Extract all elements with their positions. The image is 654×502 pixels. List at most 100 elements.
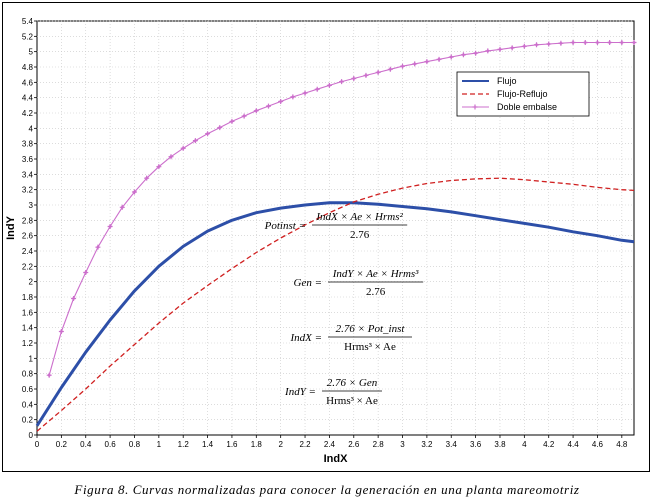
y-tick-label: 0 — [29, 431, 34, 440]
series-marker-dot — [608, 41, 612, 44]
x-tick-label: 2.6 — [348, 440, 360, 449]
x-tick-label: 3.2 — [421, 440, 433, 449]
figure-frame: 0 0.2 0.4 0.6 0.8 1 1.2 1.4 1.6 1.8 2 2.2 2.4 2.6 2.8 3… — [2, 2, 650, 472]
y-tick-label: 5.2 — [22, 32, 34, 41]
series-marker-dot — [47, 373, 51, 377]
y-tick-label: 3.8 — [22, 140, 34, 149]
figure-caption: Figura 8. Curvas normalizadas para conoc… — [74, 482, 580, 497]
series-marker-dot — [425, 60, 429, 64]
series-marker-dot — [242, 114, 246, 118]
series-marker-dot — [388, 67, 392, 71]
series-marker-dot — [59, 330, 63, 333]
x-axis-label: IndX — [324, 453, 348, 465]
series-marker-dot — [303, 91, 307, 95]
series-marker-dot — [340, 80, 343, 83]
series-marker-dot — [181, 146, 185, 150]
series-marker-dot — [413, 62, 417, 66]
series-marker-dot — [596, 41, 599, 44]
series-marker-dot — [108, 225, 112, 228]
series-marker-dot — [486, 49, 490, 53]
series-marker-dot — [218, 126, 222, 129]
formula-lhs: IndX = — [289, 332, 322, 344]
x-tick-label: 0 — [35, 440, 40, 449]
series-marker-dot — [72, 297, 75, 300]
y-tick-label: 1.8 — [22, 293, 34, 302]
formula-lhs: Potinst = — [264, 220, 306, 232]
y-tick-label: 3.2 — [22, 186, 34, 195]
series-marker-dot — [401, 64, 404, 68]
y-tick-label: 4.2 — [22, 109, 34, 118]
x-tick-label: 1.4 — [202, 440, 214, 449]
formula-numerator: IndY × Ae × Hrms³ — [332, 268, 419, 280]
series-marker-dot — [559, 41, 563, 45]
x-tick-label: 4.2 — [543, 440, 555, 449]
series-marker-dot — [364, 74, 368, 77]
series-marker-dot — [315, 87, 319, 91]
series-marker-dot — [547, 42, 551, 46]
y-tick-label: 5 — [29, 48, 34, 57]
x-tick-label: 4.4 — [568, 440, 580, 449]
chart: 0 0.2 0.4 0.6 0.8 1 1.2 1.4 1.6 1.8 2 2.2 2.4 2.6 2.8 3… — [5, 17, 637, 465]
x-tick-label: 3.4 — [446, 440, 458, 449]
x-tick-label: 1.2 — [178, 440, 190, 449]
formula-numerator: 2.76 × Pot_inst — [336, 323, 406, 335]
formula-1: Potinst = IndX × Ae × Hrms² 2.76 — [264, 211, 408, 241]
series-marker-dot — [498, 47, 502, 51]
y-tick-label: 3 — [29, 201, 34, 210]
series-marker-dot — [96, 245, 100, 249]
series-line-1 — [35, 201, 635, 427]
series-marker-dot — [145, 176, 149, 180]
series-marker-dot — [120, 205, 124, 209]
x-tick-label: 2.8 — [373, 440, 385, 449]
formula-denominator: 2.76 — [366, 286, 386, 298]
y-tick-label: 4 — [29, 124, 34, 133]
x-tick-label: 3 — [400, 440, 405, 449]
x-tick-label: 0.6 — [105, 440, 117, 449]
y-axis-label: IndY — [5, 215, 17, 239]
x-tick-label: 4.8 — [616, 440, 628, 449]
series-marker-dot — [376, 70, 380, 74]
series-marker-dot — [449, 55, 453, 59]
series-marker-dot — [620, 41, 624, 44]
series-marker-dot — [535, 43, 538, 47]
series-marker-dot — [632, 41, 636, 44]
formula-denominator: Hrms³ × Ae — [326, 395, 378, 407]
x-tick-label: 2.2 — [299, 440, 311, 449]
formula-2: Gen = IndY × Ae × Hrms³ 2.76 — [294, 268, 424, 298]
series-marker-dot — [133, 190, 136, 194]
legend-label-3: Doble embalse — [497, 102, 557, 112]
y-tick-label: 2.2 — [22, 262, 34, 271]
formula-denominator: Hrms³ × Ae — [344, 341, 396, 353]
x-tick-label: 2.4 — [324, 440, 336, 449]
y-tick-label: 0.6 — [22, 385, 34, 394]
x-tick-label: 4.6 — [592, 440, 604, 449]
y-tick-label: 1 — [29, 354, 34, 363]
y-tick-label: 1.4 — [22, 324, 34, 333]
formula-numerator: IndX × Ae × Hrms² — [315, 211, 403, 223]
x-tick-label: 0.2 — [56, 440, 68, 449]
y-tick-label: 2.4 — [22, 247, 34, 256]
y-tick-label: 2.8 — [22, 216, 34, 225]
series-marker-dot — [510, 46, 514, 50]
formula-lhs: IndY = — [284, 386, 316, 398]
legend-label-2: Flujo-Reflujo — [497, 89, 548, 99]
series-marker-dot — [254, 109, 258, 113]
series-marker-dot — [474, 51, 478, 55]
series-marker-dot — [279, 100, 283, 103]
formula-numerator: 2.76 × Gen — [327, 377, 378, 389]
series-marker-dot — [230, 120, 234, 123]
formula-lhs: Gen = — [294, 277, 323, 289]
x-tick-label: 1 — [157, 440, 162, 449]
formula-3: IndX = 2.76 × Pot_inst Hrms³ × Ae — [289, 323, 412, 353]
y-tick-label: 4.6 — [22, 78, 34, 87]
y-tick-label: 3.4 — [22, 170, 34, 179]
formula-denominator: 2.76 — [350, 229, 370, 241]
series-marker-dot — [169, 155, 173, 159]
series-line-2 — [36, 177, 635, 432]
series-marker-dot — [84, 271, 88, 274]
series-marker-dot — [522, 44, 526, 48]
series-marker-dot — [571, 41, 575, 44]
y-tick-label: 1.2 — [22, 339, 34, 348]
x-tick-label: 1.6 — [226, 440, 238, 449]
series-marker-dot — [583, 41, 587, 44]
